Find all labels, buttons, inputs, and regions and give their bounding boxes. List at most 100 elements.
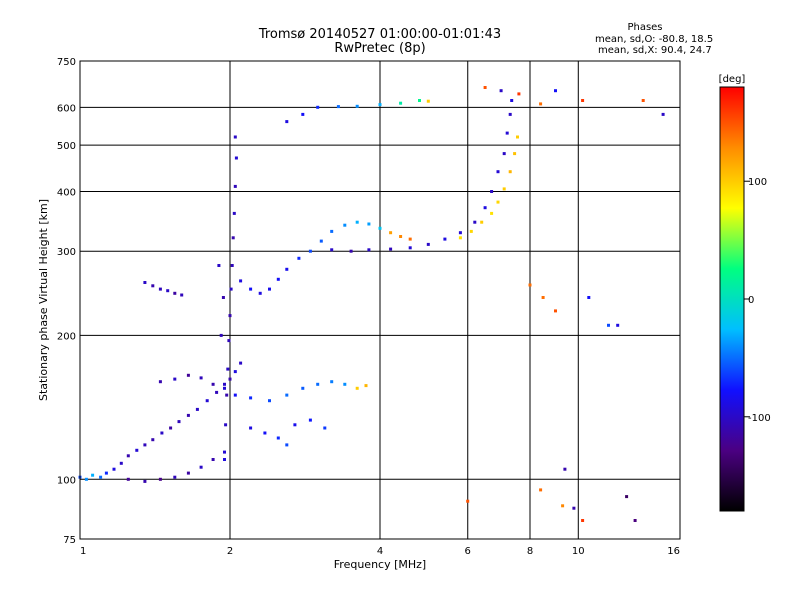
- data-point: [135, 448, 139, 452]
- phases-info-x: mean, sd,X: 90.4, 24.7: [598, 45, 712, 56]
- data-point: [166, 289, 170, 293]
- data-point: [233, 184, 237, 188]
- data-point: [364, 384, 368, 388]
- data-point: [330, 380, 334, 384]
- data-point: [234, 156, 238, 160]
- data-point: [186, 471, 190, 475]
- data-point: [227, 339, 231, 343]
- data-point: [126, 454, 130, 458]
- data-point: [399, 101, 403, 105]
- data-point: [539, 488, 543, 492]
- data-point: [389, 231, 393, 235]
- data-point: [223, 458, 226, 461]
- data-point: [510, 99, 514, 102]
- data-point: [502, 187, 506, 191]
- data-point: [355, 104, 359, 108]
- data-point: [173, 291, 177, 295]
- data-point: [563, 467, 567, 471]
- data-point: [186, 413, 190, 417]
- data-point: [99, 475, 103, 479]
- data-point: [177, 420, 181, 424]
- data-point: [229, 287, 233, 291]
- data-point: [389, 247, 393, 251]
- data-point: [483, 206, 487, 210]
- data-point: [84, 477, 88, 481]
- y-tick-label: 600: [57, 103, 76, 114]
- data-point: [367, 248, 371, 252]
- data-point: [199, 465, 203, 469]
- data-point: [301, 112, 305, 116]
- data-point: [285, 393, 289, 397]
- data-point: [355, 220, 359, 224]
- phases-info-title: Phases: [627, 22, 662, 33]
- data-point: [378, 103, 382, 107]
- x-tick-label: 6: [465, 546, 471, 557]
- data-point: [480, 220, 484, 224]
- data-point: [228, 377, 232, 381]
- data-points: [78, 86, 665, 522]
- data-point: [151, 438, 155, 442]
- data-point: [408, 246, 412, 250]
- data-point: [513, 152, 517, 156]
- data-point: [308, 249, 312, 253]
- data-point: [119, 461, 123, 465]
- data-point: [233, 135, 237, 139]
- data-point: [561, 504, 565, 508]
- data-point: [516, 135, 519, 139]
- data-point: [91, 473, 95, 477]
- data-point: [215, 390, 219, 394]
- data-point: [173, 475, 177, 479]
- data-point: [539, 102, 543, 106]
- data-point: [263, 431, 267, 435]
- data-point: [301, 386, 305, 390]
- data-point: [223, 382, 226, 386]
- data-point: [223, 450, 226, 454]
- data-point: [268, 287, 271, 291]
- y-tick-label: 750: [57, 57, 76, 68]
- data-point: [483, 86, 487, 89]
- data-point: [231, 236, 235, 240]
- data-point: [508, 170, 512, 174]
- data-point: [554, 89, 557, 93]
- data-point: [224, 423, 228, 427]
- data-point: [126, 477, 130, 481]
- data-point: [490, 211, 494, 215]
- data-point: [258, 291, 262, 295]
- data-point: [143, 479, 147, 483]
- data-point: [587, 296, 591, 299]
- data-point: [496, 200, 500, 204]
- data-point: [528, 283, 532, 287]
- data-point: [517, 92, 521, 96]
- data-point: [308, 418, 312, 422]
- data-point: [180, 293, 184, 297]
- data-point: [554, 309, 557, 313]
- data-point: [186, 373, 190, 377]
- data-point: [330, 229, 334, 233]
- data-point: [316, 105, 320, 109]
- data-point: [219, 333, 223, 337]
- y-tick-label: 500: [57, 141, 76, 152]
- data-point: [249, 287, 253, 291]
- data-point: [232, 211, 236, 215]
- x-tick-label: 4: [377, 546, 383, 557]
- colorbar-tick-label: -100: [748, 413, 771, 424]
- data-point: [158, 287, 162, 291]
- data-point: [239, 279, 243, 283]
- data-point: [143, 281, 147, 284]
- data-point: [205, 399, 209, 403]
- data-point: [581, 99, 585, 102]
- x-tick-label: 2: [227, 546, 233, 557]
- data-point: [233, 393, 237, 397]
- data-point: [349, 249, 353, 253]
- data-point: [249, 396, 253, 400]
- data-point: [195, 407, 199, 411]
- data-point: [641, 99, 645, 102]
- data-point: [572, 506, 576, 510]
- data-point: [367, 222, 371, 226]
- chart-subtitle: RwPretec (8p): [334, 41, 425, 56]
- y-tick-label: 400: [57, 187, 76, 198]
- data-point: [541, 296, 545, 299]
- data-point: [228, 314, 232, 318]
- data-point: [199, 376, 203, 380]
